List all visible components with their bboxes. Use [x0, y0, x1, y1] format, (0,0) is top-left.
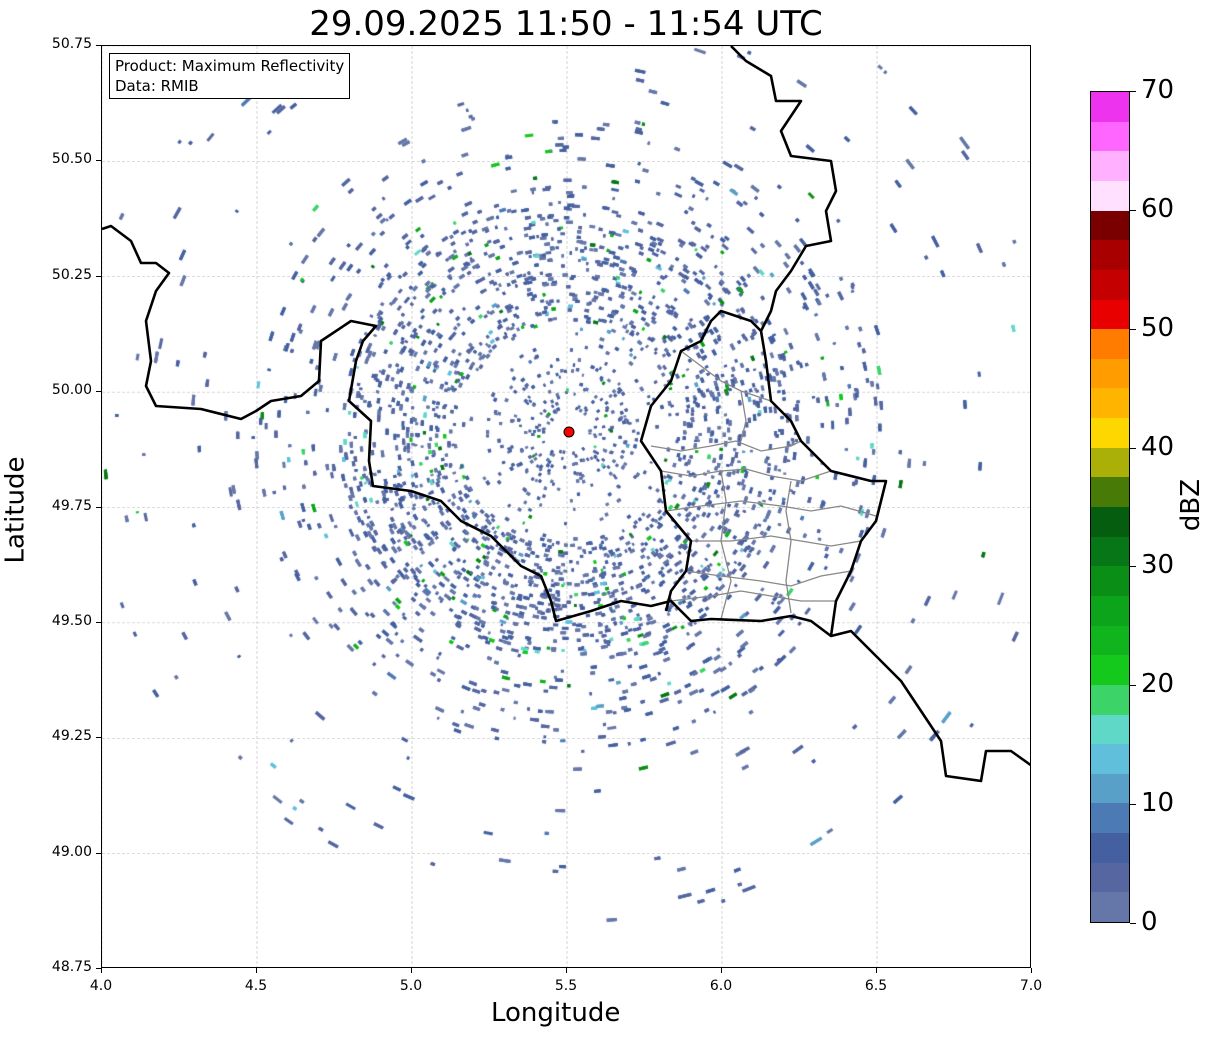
colorbar-segment — [1091, 329, 1129, 359]
colorbar-tick-label: 40 — [1141, 431, 1175, 462]
x-tick-mark — [256, 968, 257, 973]
y-tick-mark — [96, 391, 101, 393]
colorbar-segment — [1091, 714, 1129, 745]
data-source-text: Data: RMIB — [115, 77, 199, 95]
x-axis-label: Longitude — [491, 998, 621, 1028]
x-tick-label: 7.0 — [1019, 978, 1043, 994]
colorbar-segment — [1091, 299, 1129, 330]
x-tick-label: 5.5 — [554, 978, 578, 994]
borders — [102, 46, 1030, 783]
x-tick-mark — [876, 968, 877, 973]
y-tick-mark — [96, 852, 101, 854]
colorbar-segment — [1091, 833, 1129, 863]
x-tick-label: 6.0 — [709, 978, 733, 994]
info-box: Product: Maximum Reflectivity Data: RMIB — [109, 53, 351, 99]
colorbar-segment — [1091, 684, 1129, 715]
y-tick-label: 49.00 — [51, 843, 92, 860]
map-plot-area[interactable]: Product: Maximum Reflectivity Data: RMIB — [101, 45, 1031, 968]
colorbar-tick-label: 60 — [1141, 193, 1175, 224]
y-tick-label: 49.50 — [51, 612, 92, 629]
y-tick-mark — [96, 737, 101, 739]
colorbar-segment — [1091, 566, 1129, 596]
colorbar-tick-label: 10 — [1141, 788, 1175, 819]
colorbar-tick-mark — [1130, 804, 1136, 806]
colorbar-segment — [1091, 744, 1129, 774]
colorbar — [1090, 91, 1130, 923]
colorbar-segment — [1091, 388, 1129, 419]
y-tick-label: 49.75 — [51, 497, 92, 514]
x-tick-mark — [566, 968, 567, 973]
colorbar-segment — [1091, 269, 1129, 300]
colorbar-segment — [1091, 121, 1129, 152]
chart-title: 29.09.2025 11:50 - 11:54 UTC — [309, 4, 823, 44]
colorbar-segment — [1091, 862, 1129, 893]
x-tick-label: 4.0 — [89, 978, 113, 994]
colorbar-segment — [1091, 151, 1129, 181]
colorbar-tick-mark — [1130, 91, 1136, 92]
colorbar-segment — [1091, 655, 1129, 685]
x-tick-mark — [1031, 968, 1032, 973]
colorbar-segment — [1091, 803, 1129, 834]
y-axis-label: Latitude — [0, 456, 31, 564]
x-tick-mark — [411, 968, 412, 973]
radar-echoes — [102, 46, 1030, 967]
colorbar-segment — [1091, 447, 1129, 478]
colorbar-segment — [1091, 536, 1129, 567]
country-borders — [102, 46, 1030, 783]
y-tick-label: 50.25 — [51, 266, 92, 283]
y-tick-label: 48.75 — [51, 959, 92, 975]
y-tick-label: 50.50 — [51, 151, 92, 168]
colorbar-label: dBZ — [1176, 478, 1207, 532]
x-tick-label: 6.5 — [864, 978, 888, 994]
colorbar-tick-mark — [1130, 566, 1136, 568]
y-tick-mark — [96, 45, 101, 46]
colorbar-tick-label: 20 — [1141, 669, 1175, 700]
colorbar-segment — [1091, 477, 1129, 508]
colorbar-segment — [1091, 92, 1129, 122]
colorbar-tick-mark — [1130, 328, 1136, 330]
colorbar-segment — [1091, 358, 1129, 389]
radar-station-marker[interactable] — [563, 426, 575, 438]
y-tick-label: 50.00 — [51, 382, 92, 399]
x-tick-label: 5.0 — [399, 978, 423, 994]
colorbar-segment — [1091, 507, 1129, 537]
x-tick-mark — [721, 968, 722, 973]
colorbar-tick-label: 30 — [1141, 550, 1175, 581]
colorbar-segment — [1091, 625, 1129, 656]
colorbar-tick-mark — [1130, 923, 1136, 924]
colorbar-segment — [1091, 180, 1129, 211]
y-tick-mark — [96, 621, 101, 623]
colorbar-segment — [1091, 773, 1129, 804]
colorbar-segment — [1091, 892, 1129, 922]
y-tick-label: 50.75 — [51, 36, 92, 52]
x-tick-mark — [101, 968, 102, 973]
colorbar-tick-mark — [1130, 209, 1136, 211]
y-tick-mark — [96, 160, 101, 162]
colorbar-tick-label: 50 — [1141, 312, 1175, 343]
province-borders — [650, 350, 877, 620]
colorbar-segment — [1091, 595, 1129, 626]
colorbar-tick-label: 0 — [1141, 907, 1158, 937]
y-tick-mark — [96, 506, 101, 508]
colorbar-segment — [1091, 418, 1129, 448]
colorbar-tick-mark — [1130, 447, 1136, 449]
y-tick-label: 49.25 — [51, 728, 92, 745]
colorbar-segment — [1091, 240, 1129, 270]
x-tick-label: 4.5 — [244, 978, 268, 994]
colorbar-tick-mark — [1130, 685, 1136, 687]
product-text: Product: Maximum Reflectivity — [115, 57, 345, 75]
y-tick-mark — [96, 275, 101, 277]
colorbar-tick-label: 70 — [1141, 75, 1175, 105]
y-tick-mark — [96, 968, 101, 969]
colorbar-segment — [1091, 210, 1129, 241]
